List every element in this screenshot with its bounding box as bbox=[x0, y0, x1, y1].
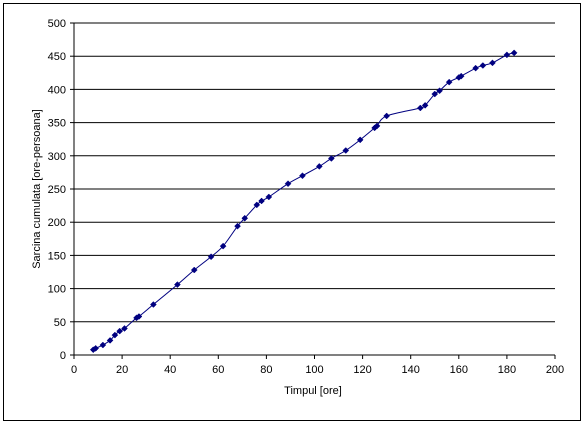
y-tick-label: 300 bbox=[48, 151, 66, 163]
y-tick-label: 350 bbox=[48, 118, 66, 130]
data-point bbox=[342, 147, 350, 154]
data-point bbox=[315, 163, 323, 170]
x-tick-label: 180 bbox=[498, 364, 516, 376]
x-tick-label: 120 bbox=[353, 364, 371, 376]
data-point bbox=[219, 242, 227, 250]
data-point bbox=[111, 331, 119, 339]
data-point bbox=[472, 64, 479, 72]
x-axis-label: Timpul [ore] bbox=[284, 385, 342, 397]
data-point bbox=[265, 193, 273, 201]
x-tick-label: 160 bbox=[450, 364, 468, 376]
y-axis-label: Sarcina cumulata [ore-persoana] bbox=[31, 109, 43, 269]
data-point bbox=[174, 281, 181, 288]
x-tick-label: 60 bbox=[212, 364, 224, 376]
data-point bbox=[258, 197, 265, 205]
y-tick-label: 50 bbox=[54, 317, 66, 329]
data-point bbox=[116, 327, 124, 335]
data-point bbox=[436, 87, 443, 95]
y-tick-label: 400 bbox=[48, 84, 66, 96]
x-tick-label: 100 bbox=[305, 364, 323, 376]
gridlines bbox=[74, 22, 555, 323]
data-point bbox=[373, 122, 381, 130]
data-point bbox=[99, 341, 107, 349]
data-point bbox=[135, 313, 143, 320]
data-point bbox=[431, 90, 439, 98]
y-tick-label: 100 bbox=[48, 284, 66, 296]
x-tick-label: 200 bbox=[546, 364, 564, 376]
axes bbox=[70, 22, 556, 359]
y-tick-labels: 0 50 100 150 200 250 300 350 400 450 500 bbox=[48, 18, 66, 362]
data-point bbox=[457, 72, 465, 80]
x-tick-label: 140 bbox=[402, 364, 420, 376]
x-tick-label: 0 bbox=[71, 364, 77, 376]
chart-frame bbox=[3, 3, 581, 421]
data-point bbox=[510, 49, 518, 57]
data-point bbox=[489, 59, 496, 67]
data-point bbox=[106, 337, 114, 344]
data-point bbox=[356, 136, 364, 144]
y-tick-label: 500 bbox=[48, 18, 66, 30]
y-tick-label: 450 bbox=[48, 51, 66, 63]
y-tick-label: 0 bbox=[60, 350, 66, 362]
data-point bbox=[416, 104, 424, 112]
x-tick-label: 40 bbox=[164, 364, 176, 376]
y-tick-label: 150 bbox=[48, 250, 66, 262]
series-group bbox=[89, 49, 518, 354]
series-line bbox=[92, 52, 515, 351]
x-tick-labels: 0 20 40 60 80 100 120 140 160 180 200 bbox=[71, 364, 564, 376]
data-point bbox=[92, 345, 99, 352]
data-point bbox=[421, 101, 429, 109]
x-tick-label: 80 bbox=[260, 364, 272, 376]
data-point bbox=[121, 325, 128, 332]
data-point bbox=[234, 222, 241, 230]
data-point bbox=[327, 155, 335, 162]
data-point bbox=[284, 180, 292, 188]
data-point bbox=[253, 201, 261, 209]
x-tick-label: 20 bbox=[116, 364, 128, 376]
data-point bbox=[383, 112, 391, 120]
data-point bbox=[207, 253, 215, 261]
data-point bbox=[445, 78, 453, 86]
y-tick-label: 250 bbox=[48, 184, 66, 196]
data-point bbox=[150, 301, 157, 308]
data-point bbox=[190, 266, 198, 274]
data-point bbox=[503, 51, 511, 59]
data-point bbox=[299, 172, 306, 180]
data-point bbox=[241, 214, 249, 222]
y-tick-label: 200 bbox=[48, 217, 66, 229]
data-point bbox=[479, 62, 487, 69]
